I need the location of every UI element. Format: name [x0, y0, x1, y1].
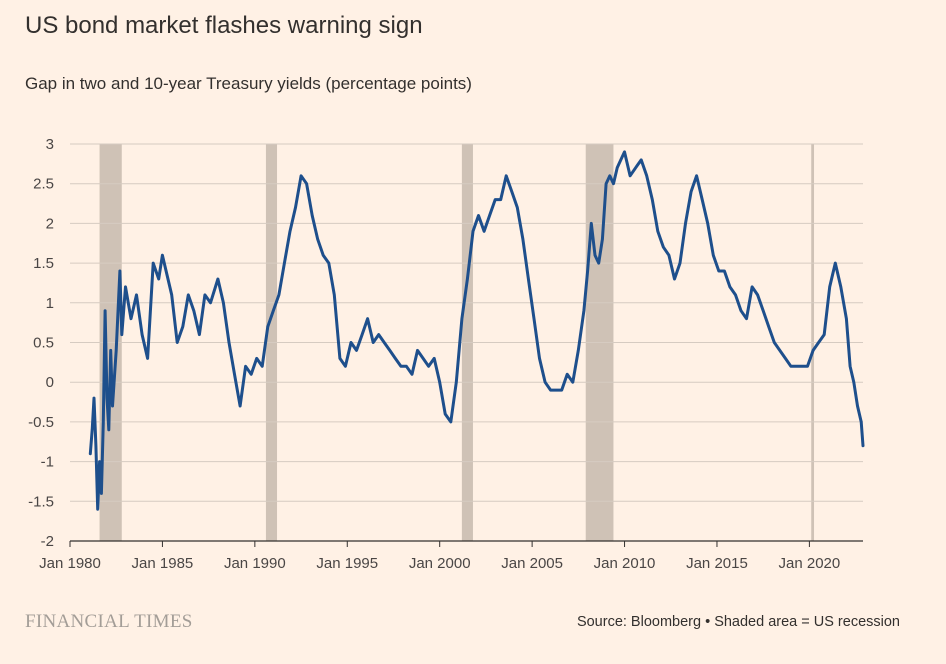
source-note: Source: Bloomberg • Shaded area = US rec…: [576, 614, 900, 630]
y-tick-label: -1.5: [28, 493, 54, 510]
y-tick-label: 1: [46, 295, 54, 312]
x-tick-label: Jan 2000: [409, 555, 471, 572]
y-tick-label: -1: [41, 454, 54, 471]
x-axis: Jan 1980 Jan 1985 Jan 1990 Jan 1995 Jan 2000…: [39, 540, 863, 572]
x-tick-label: Jan 1990: [224, 555, 286, 572]
y-tick-label: 0.5: [33, 335, 54, 352]
y-tick-label: 1.5: [33, 255, 54, 272]
y-tick-label: 3: [46, 136, 54, 153]
x-tick-label: Jan 1995: [316, 555, 378, 572]
y-tick-label: -0.5: [28, 414, 54, 431]
x-tick-label: Jan 1980: [39, 555, 101, 572]
x-tick-label: Jan 2020: [779, 555, 841, 572]
y-tick-label: 2: [46, 215, 54, 232]
x-tick-label: Jan 1985: [132, 555, 194, 572]
ft-logo: FINANCIAL TIMES: [25, 611, 193, 632]
y-tick-label: 0: [46, 374, 54, 391]
x-tick-label: Jan 2010: [594, 555, 656, 572]
x-tick-label: Jan 2015: [686, 555, 748, 572]
y-axis: -2 -1.5 -1 -0.5 0 0.5 1 1.5 2 2.5 3: [28, 136, 54, 550]
x-tick-label: Jan 2005: [501, 555, 563, 572]
y-tick-label: 2.5: [33, 176, 54, 193]
y-tick-label: -2: [41, 533, 54, 550]
chart-subtitle: Gap in two and 10-year Treasury yields (…: [25, 74, 472, 93]
series-line: [88, 150, 865, 511]
gridlines: [70, 143, 863, 502]
series-lines: [88, 150, 865, 511]
chart-title: US bond market flashes warning sign: [25, 12, 423, 39]
